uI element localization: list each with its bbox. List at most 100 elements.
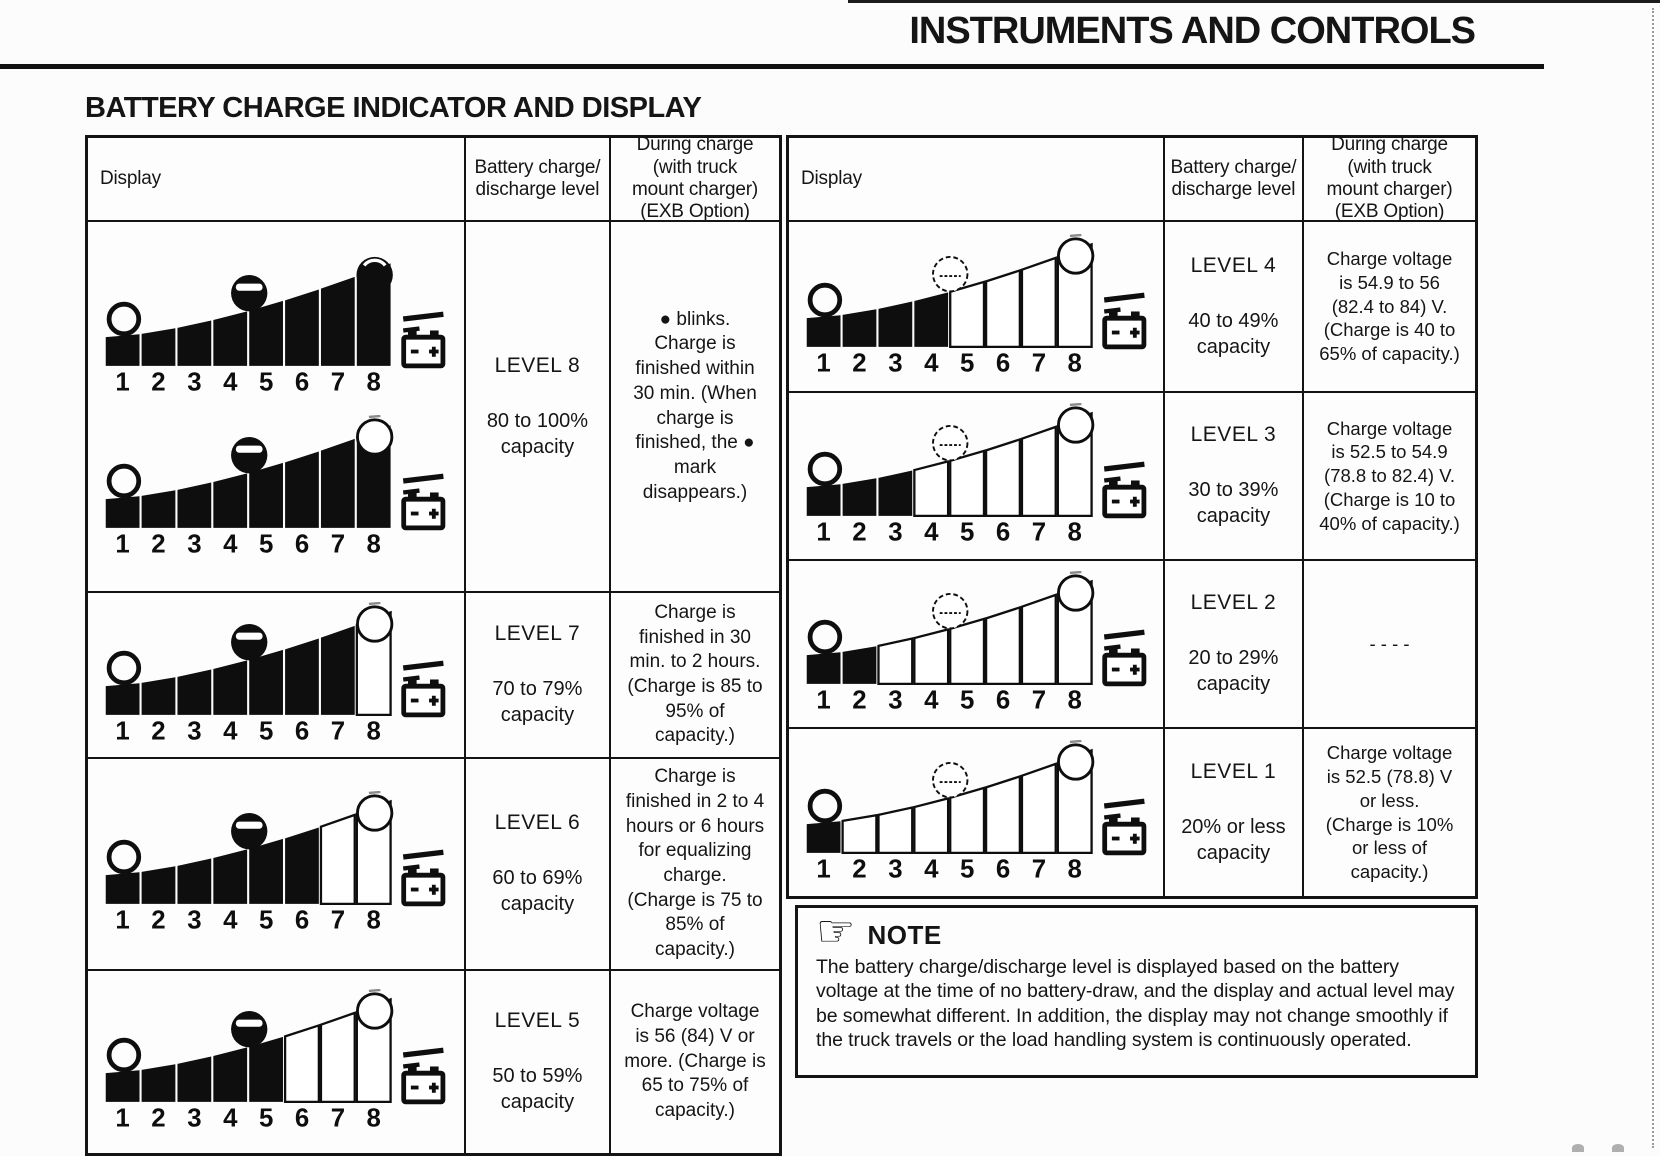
- during-charge-text: Charge voltage is 52.5 (78.8) V or less.…: [1322, 737, 1458, 887]
- svg-text:2: 2: [151, 718, 165, 746]
- svg-text:5: 5: [960, 519, 974, 547]
- level-label: LEVEL 2: [1191, 591, 1277, 615]
- svg-text:2: 2: [151, 369, 165, 397]
- svg-text:7: 7: [331, 1105, 345, 1133]
- pointing-hand-icon: ☞: [816, 914, 855, 949]
- svg-text:2: 2: [852, 519, 866, 547]
- svg-text:4: 4: [223, 1105, 238, 1133]
- during-charge-cell: Charge is finished in 2 to 4 hours or 6 …: [611, 759, 779, 969]
- svg-text:7: 7: [331, 718, 345, 746]
- svg-text:8: 8: [366, 1105, 380, 1133]
- svg-text:3: 3: [187, 718, 201, 746]
- during-charge-text: Charge voltage is 56 (84) V or more. (Ch…: [618, 996, 772, 1127]
- during-charge-cell: - - - -: [1304, 561, 1475, 727]
- svg-text:4: 4: [924, 687, 939, 715]
- svg-text:2: 2: [151, 530, 165, 558]
- svg-text:5: 5: [259, 907, 273, 935]
- level-label: LEVEL 5: [495, 1009, 581, 1033]
- svg-text:5: 5: [259, 718, 273, 746]
- svg-text:7: 7: [1032, 687, 1046, 715]
- level-label: LEVEL 7: [495, 622, 581, 646]
- svg-text:8: 8: [1067, 519, 1081, 547]
- svg-text:8: 8: [366, 718, 380, 746]
- svg-text:5: 5: [259, 530, 273, 558]
- capacity-range: 60 to 69% capacity: [492, 865, 582, 917]
- svg-text:1: 1: [115, 1105, 129, 1133]
- svg-text:3: 3: [187, 907, 201, 935]
- during-charge-cell: Charge voltage is 56 (84) V or more. (Ch…: [611, 971, 779, 1153]
- svg-text:6: 6: [996, 856, 1010, 884]
- capacity-range: 30 to 39% capacity: [1188, 477, 1278, 529]
- svg-text:2: 2: [852, 350, 866, 378]
- note-header: ☞ NOTE: [816, 918, 1459, 953]
- svg-text:8: 8: [366, 530, 380, 558]
- svg-text:8: 8: [1067, 350, 1081, 378]
- svg-text:1: 1: [115, 369, 129, 397]
- svg-text:6: 6: [295, 718, 309, 746]
- capacity-range: 70 to 79% capacity: [492, 676, 582, 728]
- svg-text:1: 1: [816, 519, 830, 547]
- svg-text:1: 1: [115, 718, 129, 746]
- svg-text:8: 8: [366, 907, 380, 935]
- svg-text:6: 6: [295, 530, 309, 558]
- capacity-range: 20 to 29% capacity: [1188, 645, 1278, 697]
- scan-artifact: [1652, 8, 1654, 1148]
- column-header-during-charge: During charge (with truck mount charger)…: [611, 138, 779, 220]
- during-charge-cell: Charge is finished in 30 min. to 2 hours…: [611, 593, 779, 757]
- level-label: LEVEL 8: [495, 354, 581, 378]
- svg-text:3: 3: [888, 519, 902, 547]
- svg-text:4: 4: [924, 519, 939, 547]
- svg-text:6: 6: [996, 519, 1010, 547]
- svg-text:2: 2: [852, 687, 866, 715]
- column-header-display: Display: [789, 138, 1165, 220]
- note-text: The battery charge/discharge level is di…: [816, 955, 1459, 1052]
- level-cell: LEVEL 3 30 to 39% capacity: [1165, 393, 1304, 559]
- during-charge-text: ● blinks. Charge is finished within 30 m…: [627, 304, 763, 510]
- level-label: LEVEL 1: [1191, 760, 1277, 784]
- svg-text:5: 5: [259, 369, 273, 397]
- svg-text:4: 4: [223, 369, 238, 397]
- svg-text:2: 2: [151, 1105, 165, 1133]
- level-cell: LEVEL 5 50 to 59% capacity: [466, 971, 611, 1153]
- capacity-range: 50 to 59% capacity: [492, 1063, 582, 1115]
- column-header-during-charge: During charge (with truck mount charger)…: [1304, 138, 1475, 220]
- column-header-display: Display: [88, 138, 466, 220]
- svg-text:2: 2: [151, 907, 165, 935]
- svg-text:1: 1: [816, 687, 830, 715]
- svg-text:6: 6: [996, 687, 1010, 715]
- level-cell: LEVEL 2 20 to 29% capacity: [1165, 561, 1304, 727]
- svg-text:4: 4: [223, 907, 238, 935]
- svg-text:1: 1: [816, 350, 830, 378]
- svg-text:4: 4: [924, 350, 939, 378]
- battery-level-table-right: Display Battery charge/ discharge level …: [786, 135, 1478, 899]
- svg-text:8: 8: [1067, 856, 1081, 884]
- svg-text:7: 7: [1032, 519, 1046, 547]
- level-cell: LEVEL 1 20% or less capacity: [1165, 729, 1304, 896]
- svg-text:6: 6: [295, 1105, 309, 1133]
- level-cell: LEVEL 4 40 to 49% capacity: [1165, 222, 1304, 391]
- scan-artifact: [1612, 1144, 1624, 1152]
- during-charge-text: Charge voltage is 54.9 to 56 (82.4 to 84…: [1315, 243, 1464, 369]
- svg-text:7: 7: [331, 907, 345, 935]
- level-label: LEVEL 6: [495, 811, 581, 835]
- svg-text:4: 4: [924, 856, 939, 884]
- svg-text:4: 4: [223, 718, 238, 746]
